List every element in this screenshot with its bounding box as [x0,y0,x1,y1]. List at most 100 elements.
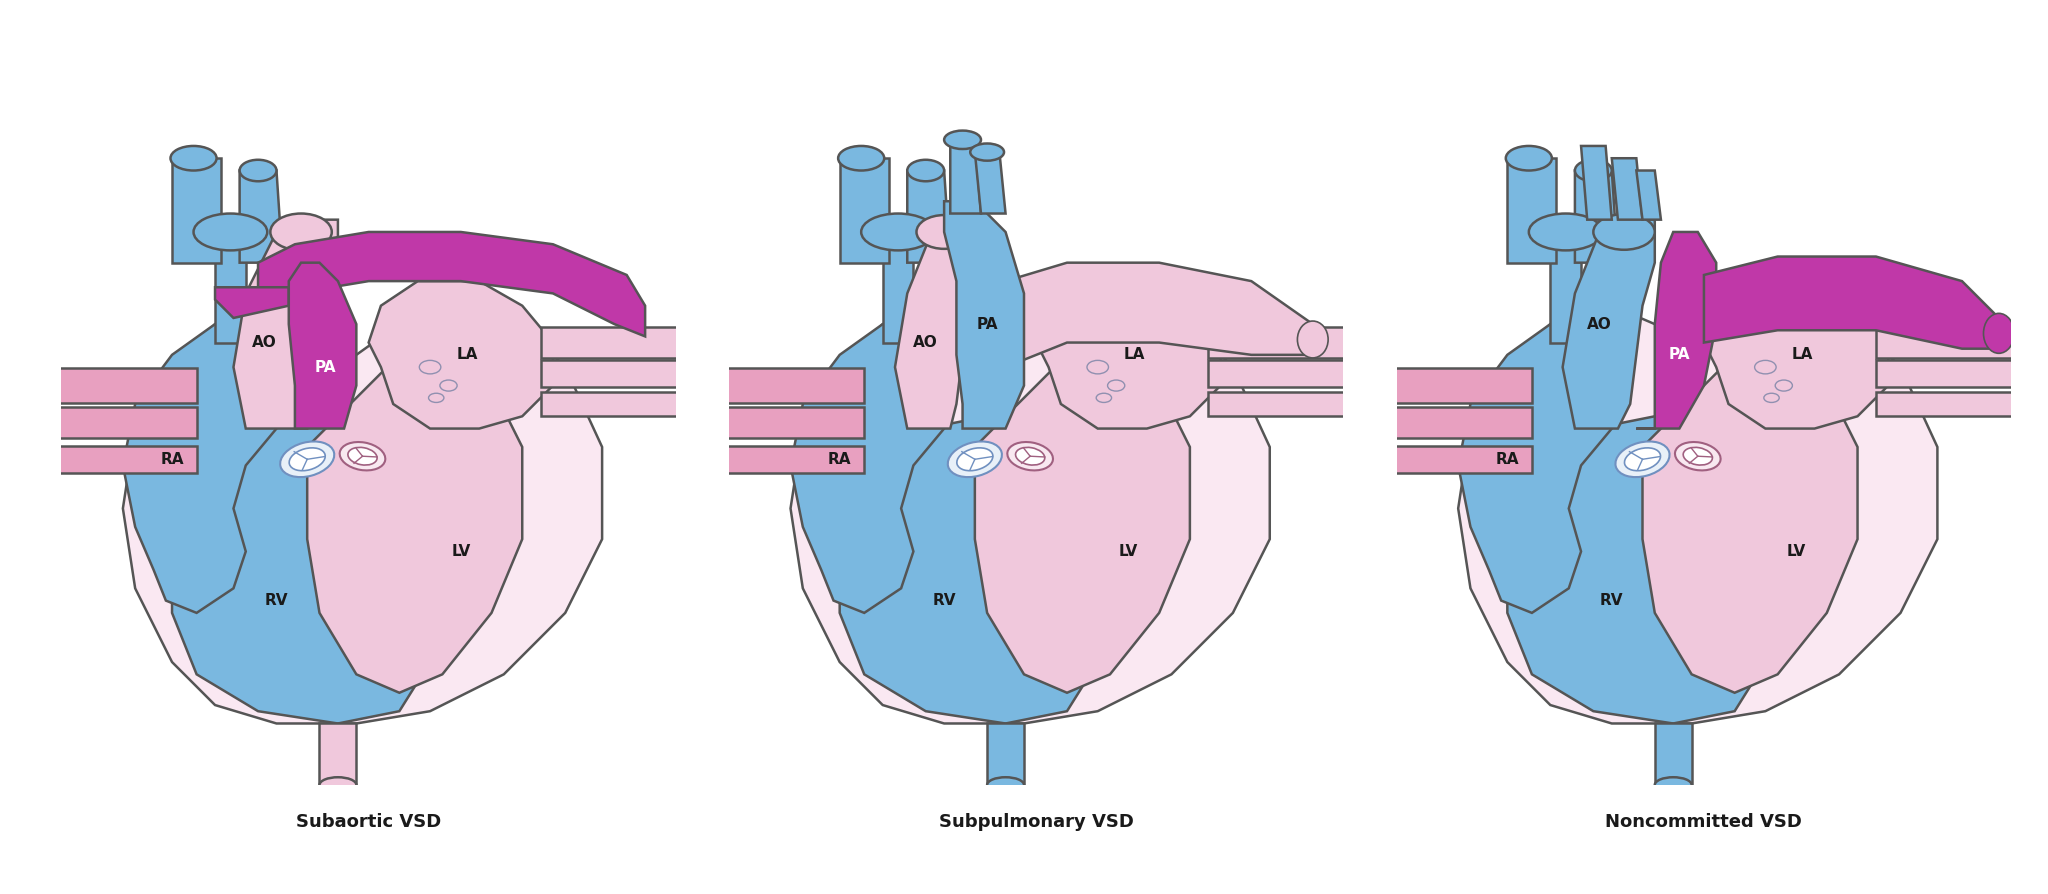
Polygon shape [944,201,1024,428]
Ellipse shape [1008,442,1053,470]
Ellipse shape [1982,314,2013,353]
Polygon shape [1704,281,1888,428]
Text: RV: RV [932,593,956,608]
Ellipse shape [170,146,217,171]
Polygon shape [369,281,553,428]
Polygon shape [791,325,950,613]
Ellipse shape [711,446,723,473]
Polygon shape [883,232,913,342]
Text: AO: AO [1587,316,1612,332]
Polygon shape [541,327,688,358]
Text: AO: AO [913,335,938,350]
Text: RA: RA [827,451,852,467]
Text: AO: AO [252,335,276,350]
Polygon shape [1507,417,1765,723]
Polygon shape [49,368,197,403]
Ellipse shape [948,442,1001,477]
Polygon shape [987,723,1024,785]
Polygon shape [1575,171,1618,263]
Ellipse shape [907,160,944,181]
Text: Noncommitted VSD: Noncommitted VSD [1606,813,1802,831]
Ellipse shape [956,448,993,471]
Polygon shape [123,306,602,723]
Ellipse shape [915,215,971,249]
Polygon shape [215,232,246,342]
Ellipse shape [944,131,981,149]
Polygon shape [1876,392,2023,417]
Text: RV: RV [1599,593,1624,608]
Polygon shape [1458,306,1937,723]
Polygon shape [1458,325,1618,613]
Polygon shape [1006,263,1313,367]
Polygon shape [1876,359,2023,387]
Polygon shape [307,355,522,693]
Ellipse shape [1655,777,1692,793]
Text: RV: RV [264,593,289,608]
Text: Subpulmonary VSD: Subpulmonary VSD [938,813,1135,831]
Text: LV: LV [1118,544,1139,559]
Ellipse shape [838,146,885,171]
Polygon shape [1208,359,1356,387]
Polygon shape [717,368,864,403]
Ellipse shape [270,214,332,250]
Ellipse shape [240,160,276,181]
Polygon shape [1876,327,2023,358]
Polygon shape [950,139,981,214]
Polygon shape [541,392,688,417]
Ellipse shape [682,359,694,387]
Ellipse shape [1378,446,1391,473]
Text: LA: LA [1124,348,1145,362]
Ellipse shape [682,392,694,417]
Ellipse shape [43,446,55,473]
Polygon shape [49,407,197,438]
Polygon shape [1036,281,1221,428]
Polygon shape [289,263,356,428]
Ellipse shape [1624,448,1661,471]
Ellipse shape [1505,146,1552,171]
Ellipse shape [711,407,723,438]
Ellipse shape [1298,321,1327,358]
Ellipse shape [319,777,356,793]
Ellipse shape [43,368,55,403]
Polygon shape [1208,392,1356,417]
Polygon shape [895,220,981,428]
Polygon shape [258,232,645,336]
Text: LV: LV [1786,544,1806,559]
Ellipse shape [2017,392,2030,417]
Ellipse shape [2017,359,2030,387]
Polygon shape [975,355,1190,693]
Ellipse shape [1378,407,1391,438]
Polygon shape [1655,723,1692,785]
Polygon shape [541,359,688,387]
Ellipse shape [1528,214,1604,250]
Ellipse shape [1755,360,1776,374]
Polygon shape [1507,158,1556,263]
Ellipse shape [711,368,723,403]
Polygon shape [233,220,338,428]
Polygon shape [1550,232,1581,342]
Polygon shape [717,446,864,473]
Polygon shape [319,723,356,785]
Polygon shape [172,417,430,723]
Ellipse shape [1350,359,1362,387]
Polygon shape [1208,327,1356,358]
Polygon shape [240,171,283,263]
Ellipse shape [860,214,934,250]
Ellipse shape [1763,393,1780,402]
Ellipse shape [1675,442,1720,470]
Ellipse shape [420,360,440,374]
Ellipse shape [1378,368,1391,403]
Ellipse shape [1616,442,1669,477]
Ellipse shape [340,442,385,470]
Polygon shape [1636,232,1716,428]
Polygon shape [791,306,1270,723]
Polygon shape [215,287,289,318]
Ellipse shape [971,143,1004,161]
Polygon shape [1581,146,1612,220]
Ellipse shape [440,380,457,391]
Ellipse shape [43,407,55,438]
Ellipse shape [1016,447,1044,465]
Ellipse shape [1087,360,1108,374]
Polygon shape [1384,446,1532,473]
Ellipse shape [1776,380,1792,391]
